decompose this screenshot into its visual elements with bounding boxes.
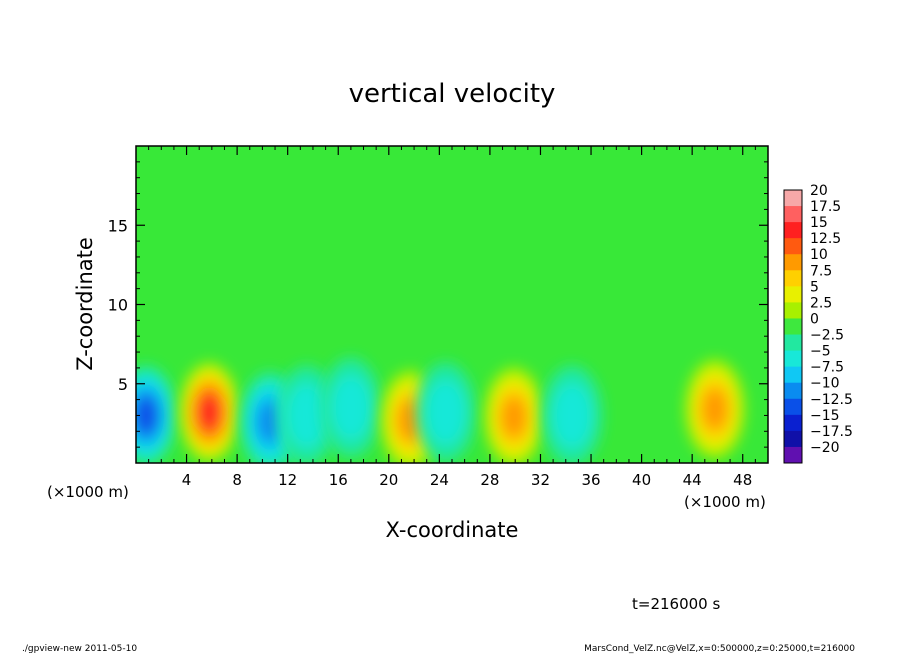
heat-feature — [276, 365, 337, 463]
colorbar-label: −2.5 — [810, 328, 844, 344]
x-tick-label: 8 — [232, 471, 242, 489]
colorbar-label: 10 — [810, 247, 828, 263]
heat-contour — [501, 396, 527, 438]
colorbar-label: −17.5 — [810, 424, 853, 440]
x-axis-label: X-coordinate — [386, 518, 519, 542]
colorbar-label: −5 — [810, 344, 831, 360]
heatmap-features — [136, 357, 745, 463]
y-axis-label: Z-coordinate — [73, 237, 97, 371]
colorbar-label: 5 — [810, 279, 819, 295]
colorbar-swatch — [784, 302, 802, 319]
heat-contour — [287, 383, 327, 448]
colorbar-label: 2.5 — [810, 295, 832, 311]
heat-contour — [552, 383, 592, 448]
colorbar-swatch — [784, 446, 802, 464]
plot-area — [135, 145, 769, 464]
time-label: t=216000 s — [632, 595, 720, 613]
heat-contour — [702, 388, 728, 430]
heat-contour — [331, 375, 371, 440]
colorbar-label: 17.5 — [810, 199, 841, 215]
heat-contour — [257, 401, 283, 443]
chart-title: vertical velocity — [349, 79, 556, 109]
colorbar-frame — [783, 189, 803, 464]
colorbar-label: 0 — [810, 311, 819, 327]
heat-feature — [136, 365, 177, 463]
y-tick-label: 10 — [108, 296, 128, 315]
colorbar-swatch — [784, 350, 802, 368]
y-tick-label: 15 — [108, 216, 128, 235]
colorbar-swatch — [784, 238, 802, 255]
x-tick-label: 24 — [430, 471, 449, 489]
heat-contour — [426, 379, 466, 445]
colorbar-label: 15 — [810, 215, 828, 231]
footer-right: MarsCond_VelZ.nc@VelZ,x=0:500000,z=0:250… — [584, 644, 855, 654]
x-tick-label: 40 — [632, 471, 651, 489]
x-tick-label: 20 — [379, 471, 398, 489]
x-tick-label: 48 — [733, 471, 752, 489]
colorbar-swatch — [784, 334, 802, 352]
colorbar-swatch — [784, 398, 802, 416]
colorbar-swatch — [784, 430, 802, 448]
x-tick-label: 28 — [480, 471, 499, 489]
colorbar-label: −7.5 — [810, 360, 844, 376]
colorbar-swatch — [784, 414, 802, 432]
colorbar-label: 12.5 — [810, 231, 841, 247]
x-tick-label: 16 — [329, 471, 348, 489]
heat-feature — [179, 362, 240, 463]
y-tick-label: 5 — [118, 375, 128, 394]
colorbar-label: −20 — [810, 440, 840, 456]
heat-feature — [483, 367, 544, 463]
colorbar-swatch — [784, 222, 802, 239]
colorbar-swatch — [784, 382, 802, 400]
colorbar-swatch — [784, 206, 802, 223]
colorbar-swatch — [784, 190, 802, 207]
colorbar: 2017.51512.5107.552.50−2.5−5−7.5−10−12.5… — [783, 183, 853, 464]
colorbar-label: −15 — [810, 408, 840, 424]
x-tick-label: 44 — [683, 471, 702, 489]
colorbar-label: −10 — [810, 376, 840, 392]
heat-feature — [415, 362, 476, 463]
colorbar-label: −12.5 — [810, 392, 853, 408]
colorbar-swatch — [784, 270, 802, 287]
colorbar-label: 20 — [810, 183, 828, 199]
colorbar-swatch — [784, 318, 802, 336]
footer-left: ./gpview-new 2011-05-10 — [22, 644, 137, 654]
x-tick-label: 12 — [278, 471, 297, 489]
x-unit-note-right: (×1000 m) — [684, 493, 766, 511]
x-tick-label: 32 — [531, 471, 550, 489]
heat-feature — [684, 359, 745, 460]
colorbar-swatch — [784, 254, 802, 271]
x-unit-note-left: (×1000 m) — [47, 483, 129, 501]
colorbar-label: 7.5 — [810, 263, 832, 279]
colorbar-swatch — [784, 366, 802, 384]
x-tick-label: 4 — [182, 471, 192, 489]
x-axis: 4 8 12 16 20 24 28 32 36 40 44 48 — [148, 146, 756, 489]
heat-contour — [199, 396, 220, 429]
colorbar-swatch — [784, 286, 802, 303]
heat-feature — [542, 365, 603, 463]
x-tick-label: 36 — [581, 471, 600, 489]
heat-contour — [136, 397, 158, 434]
y-axis: 5 10 15 — [108, 161, 768, 448]
heat-feature — [320, 357, 381, 458]
